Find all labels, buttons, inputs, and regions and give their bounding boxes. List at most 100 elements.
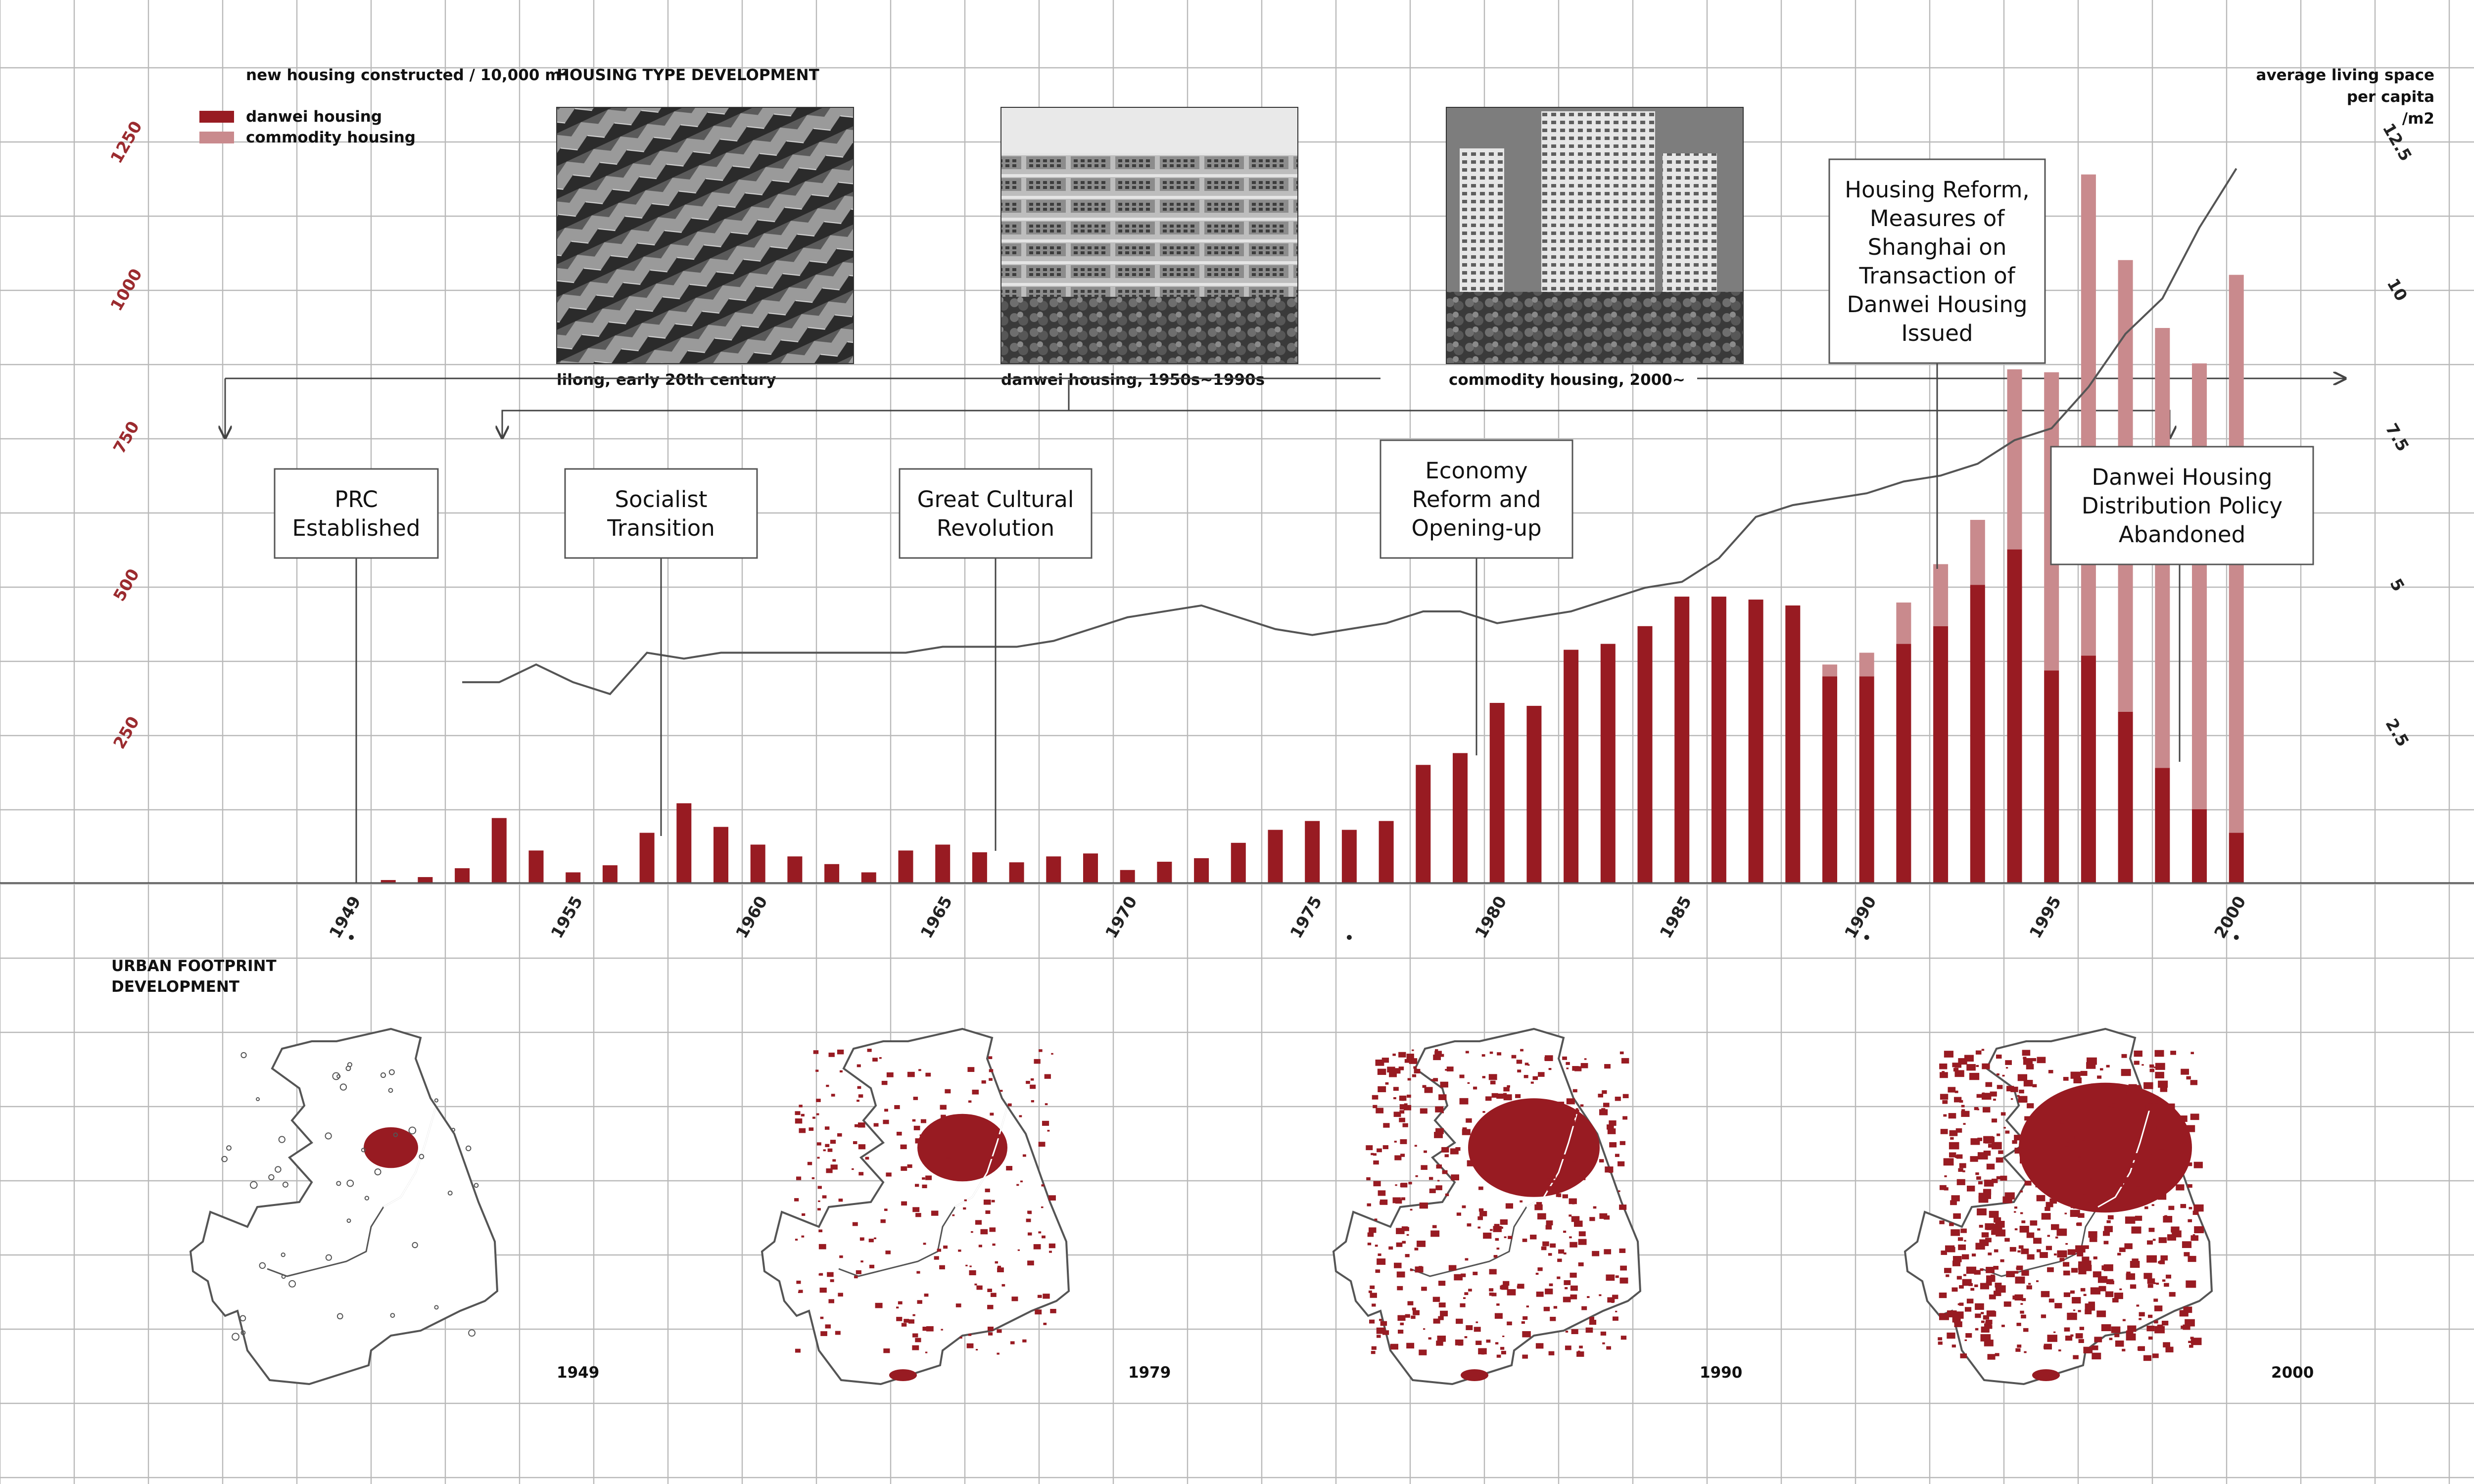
urban-patch [1522, 1316, 1528, 1320]
urban-map-1979 [761, 1027, 1070, 1386]
urban-patch [907, 1164, 912, 1168]
urban-patch [2058, 1349, 2061, 1351]
urban-patch [799, 1105, 803, 1108]
urban-patch [1017, 1249, 1020, 1251]
urban-patch [1371, 1346, 1377, 1350]
urban-patch [1578, 1177, 1582, 1180]
urban-patch [990, 1113, 994, 1116]
urban-patch [1515, 1165, 1524, 1172]
city-outline [189, 1027, 499, 1386]
urban-patch [2078, 1157, 2084, 1162]
settlement-dot [465, 1145, 472, 1152]
urban-patch [1395, 1184, 1397, 1186]
urban-patch [2126, 1273, 2136, 1280]
urban-patch [2090, 1287, 2101, 1295]
urban-patch [1943, 1158, 1954, 1166]
urban-patch [2079, 1327, 2085, 1330]
bar-danwei [898, 850, 913, 883]
urban-patch [819, 1287, 827, 1293]
urban-patch [2046, 1202, 2053, 1207]
urban-patch [2083, 1264, 2092, 1271]
urban-patch [886, 1172, 892, 1177]
bar-danwei [1120, 870, 1135, 883]
urban-patch [1030, 1084, 1036, 1089]
urban-patch [1432, 1297, 1440, 1302]
urban-patch [2000, 1112, 2006, 1116]
urban-patch [2014, 1148, 2023, 1154]
urban-patch [1478, 1348, 1487, 1354]
urban-patch [2190, 1113, 2199, 1120]
urban-patch [823, 1149, 826, 1152]
urban-patch [1956, 1276, 1962, 1280]
urban-patch [2136, 1181, 2144, 1187]
urban-patch [1401, 1197, 1406, 1201]
urban-patch [2029, 1155, 2037, 1161]
urban-patch [1491, 1293, 1497, 1297]
urban-patch [2146, 1197, 2153, 1202]
urban-patch [976, 1285, 983, 1290]
urban-patch [922, 1177, 925, 1180]
urban-patch [2160, 1141, 2163, 1143]
urban-patch [1600, 1331, 1607, 1336]
bar-commodity [1896, 603, 1911, 644]
urban-patch [828, 1052, 835, 1057]
urban-patch [1563, 1297, 1571, 1302]
urban-patch [1433, 1318, 1440, 1324]
bar-danwei [787, 856, 803, 883]
urban-patch [2073, 1309, 2076, 1311]
bar-danwei [861, 872, 876, 883]
urban-patch [1503, 1094, 1512, 1101]
urban-patch [799, 1128, 806, 1133]
urban-patch [2017, 1345, 2022, 1348]
urban-patch [2185, 1159, 2189, 1161]
urban-patch [2017, 1250, 2021, 1253]
urban-patch [1503, 1087, 1510, 1092]
urban-patch [1050, 1308, 1056, 1313]
x-tick-label: 1960 [732, 893, 771, 942]
urban-patch [825, 1144, 830, 1147]
urban-patch [1990, 1091, 1997, 1097]
urban-patch [985, 1210, 991, 1214]
urban-patch [1550, 1180, 1555, 1183]
urban-patch [2176, 1184, 2185, 1191]
urban-patch [2075, 1153, 2081, 1157]
urban-patch [1481, 1167, 1484, 1169]
urban-patch [860, 1239, 863, 1241]
photo-caption-commodity: commodity housing, 2000~ [1449, 371, 1685, 389]
bar-danwei [1194, 858, 1209, 883]
urban-patch [2013, 1211, 2016, 1213]
urban-patch [2148, 1227, 2155, 1232]
bar-danwei [2229, 833, 2244, 883]
urban-core [1468, 1098, 1600, 1197]
urban-patch [1371, 1153, 1374, 1156]
urban-patch [1393, 1112, 1401, 1117]
urban-patch [954, 1126, 959, 1130]
urban-patch [1026, 1081, 1030, 1084]
urban-patch [1513, 1120, 1517, 1123]
urban-patch [1944, 1051, 1953, 1058]
urban-patch [2001, 1324, 2005, 1327]
bar-danwei [491, 818, 507, 883]
urban-patch [1946, 1274, 1950, 1277]
urban-patch [966, 1343, 974, 1348]
urban-patch [2081, 1195, 2091, 1202]
urban-patch [2075, 1333, 2083, 1339]
urban-patch [1504, 1236, 1507, 1238]
urban-patch [1970, 1156, 1978, 1162]
urban-patch [2024, 1116, 2031, 1121]
urban-patch [1382, 1145, 1388, 1150]
bar-danwei [1157, 862, 1172, 883]
urban-patch [817, 1208, 821, 1211]
urban-patch [1494, 1224, 1500, 1228]
urban-patch [2037, 1249, 2041, 1252]
urban-patch [1038, 1142, 1046, 1147]
urban-patch [997, 1267, 1004, 1272]
urban-patch [1569, 1214, 1572, 1217]
urban-patch [1578, 1239, 1587, 1245]
urban-patch [1419, 1349, 1427, 1355]
urban-patch [1975, 1328, 1979, 1331]
urban-patch [1399, 1095, 1407, 1101]
urban-patch [1977, 1109, 1979, 1111]
urban-patch [2077, 1159, 2081, 1161]
urban-patch [2145, 1153, 2152, 1158]
